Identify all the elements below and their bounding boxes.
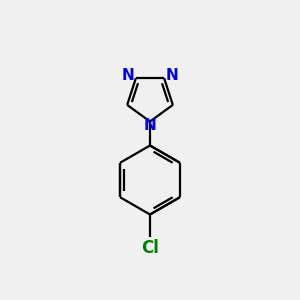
Text: N: N <box>122 68 135 83</box>
Text: N: N <box>144 118 156 133</box>
Text: Cl: Cl <box>141 239 159 257</box>
Text: N: N <box>165 68 178 83</box>
